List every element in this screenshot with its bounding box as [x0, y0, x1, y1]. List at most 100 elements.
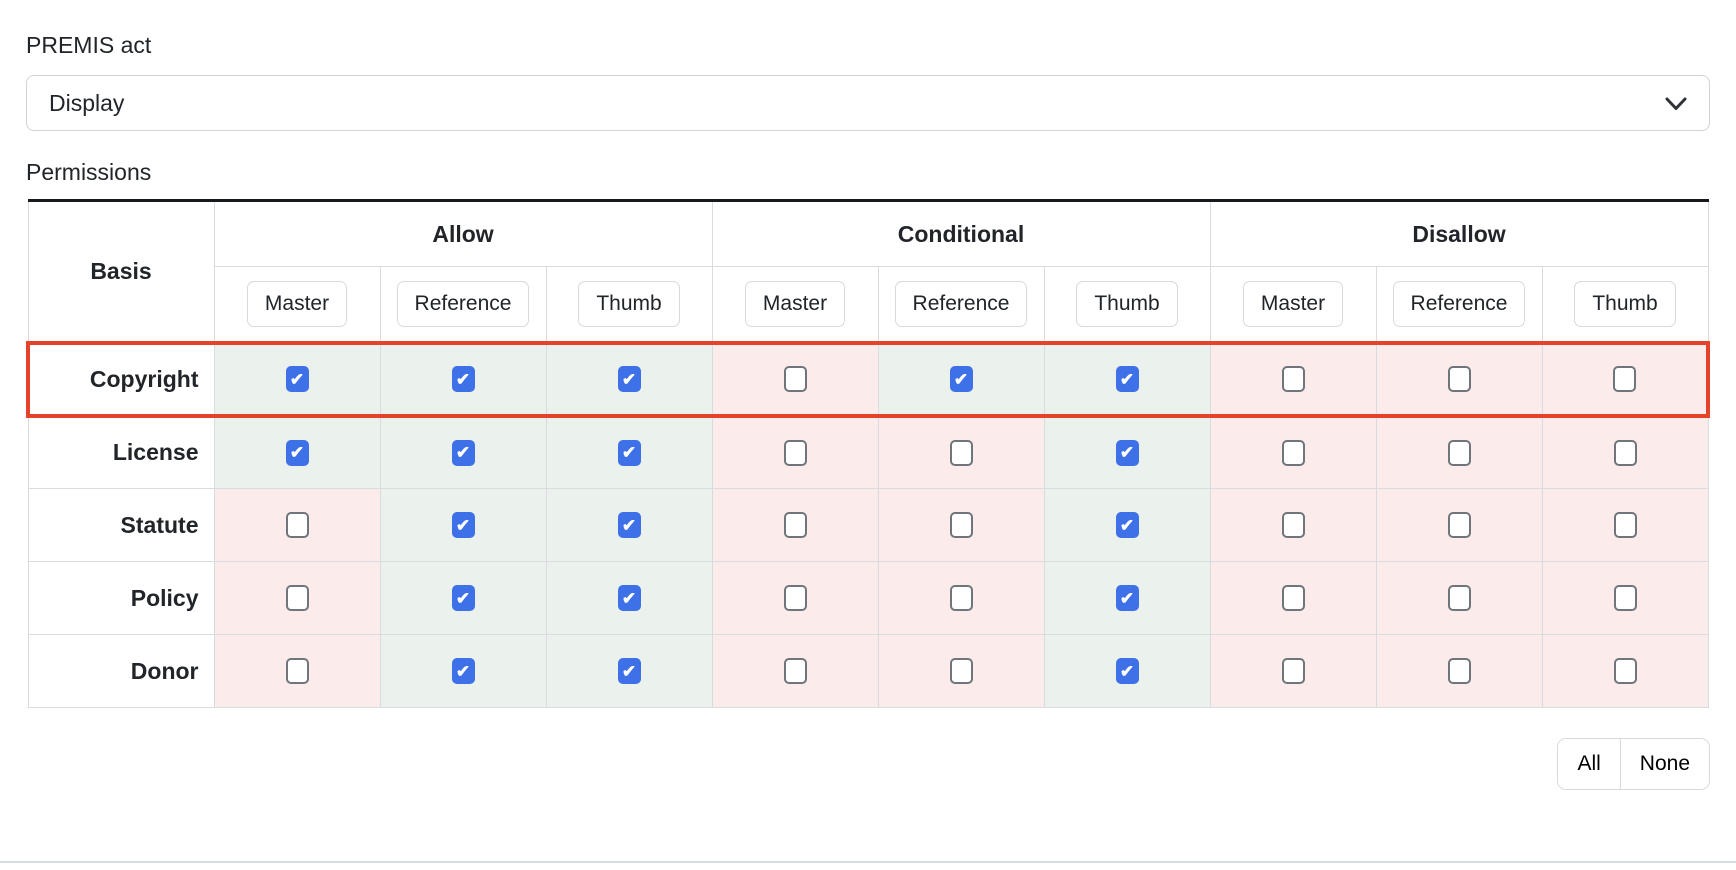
group-header-row: Basis Allow Conditional Disallow — [27, 200, 1709, 343]
column-button-allow-master[interactable]: Master — [246, 280, 348, 327]
chevron-down-icon — [1665, 90, 1687, 117]
column-button-conditional-thumb[interactable]: Thumb — [1076, 280, 1178, 327]
cell-policy-conditional-reference — [877, 561, 1045, 635]
checkbox-statute-disallow-reference[interactable] — [1447, 512, 1471, 538]
checkbox-license-disallow-thumb[interactable] — [1613, 439, 1637, 466]
cell-license-conditional-reference — [877, 415, 1045, 489]
checkbox-policy-disallow-thumb[interactable] — [1613, 585, 1637, 611]
column-button-allow-reference[interactable]: Reference — [396, 280, 530, 327]
checkbox-statute-disallow-master[interactable] — [1281, 512, 1305, 538]
cell-donor-allow-reference: ✔ — [379, 634, 547, 708]
checkbox-copyright-allow-reference[interactable]: ✔ — [451, 366, 475, 392]
checkbox-license-conditional-thumb[interactable]: ✔ — [1115, 439, 1139, 466]
cell-policy-disallow-thumb — [1541, 561, 1709, 635]
subheader-cell-conditional-master: Master — [711, 266, 879, 343]
checkbox-policy-allow-master[interactable] — [285, 585, 309, 611]
checkbox-license-disallow-master[interactable] — [1281, 439, 1305, 466]
checkbox-statute-conditional-master[interactable] — [783, 512, 807, 538]
column-button-allow-thumb[interactable]: Thumb — [578, 280, 680, 327]
checkbox-statute-allow-master[interactable] — [285, 512, 309, 538]
checkbox-license-conditional-master[interactable] — [783, 439, 807, 466]
checkbox-license-disallow-reference[interactable] — [1447, 439, 1471, 466]
checkbox-copyright-conditional-master[interactable] — [783, 366, 807, 392]
checkbox-donor-allow-master[interactable] — [285, 658, 309, 684]
checkbox-donor-disallow-reference[interactable] — [1447, 658, 1471, 684]
cell-donor-allow-thumb: ✔ — [545, 634, 713, 708]
checkbox-donor-disallow-thumb[interactable] — [1613, 658, 1637, 684]
checkbox-license-allow-thumb[interactable]: ✔ — [617, 439, 641, 466]
cell-policy-allow-master — [213, 561, 381, 635]
cell-donor-conditional-reference — [877, 634, 1045, 708]
checkbox-statute-conditional-thumb[interactable]: ✔ — [1115, 512, 1139, 538]
table-row-statute: Statute ✔ ✔ ✔ — [27, 488, 1709, 562]
checkbox-statute-allow-reference[interactable]: ✔ — [451, 512, 475, 538]
cell-license-allow-thumb: ✔ — [545, 415, 713, 489]
subheader-cell-allow-thumb: Thumb — [545, 266, 713, 343]
cell-copyright-allow-reference: ✔ — [379, 340, 547, 418]
cell-license-conditional-master — [711, 415, 879, 489]
checkbox-donor-allow-thumb[interactable]: ✔ — [617, 658, 641, 684]
cell-statute-conditional-master — [711, 488, 879, 562]
cell-policy-allow-reference: ✔ — [379, 561, 547, 635]
checkbox-copyright-disallow-reference[interactable] — [1447, 366, 1471, 392]
cell-copyright-conditional-thumb: ✔ — [1043, 340, 1211, 418]
all-none-button-group: All None — [1557, 738, 1710, 790]
cell-statute-allow-thumb: ✔ — [545, 488, 713, 562]
checkbox-copyright-conditional-thumb[interactable]: ✔ — [1115, 366, 1139, 392]
column-button-conditional-master[interactable]: Master — [744, 280, 846, 327]
subheader-cell-conditional-thumb: Thumb — [1043, 266, 1211, 343]
select-none-button[interactable]: None — [1619, 739, 1709, 789]
checkbox-policy-conditional-thumb[interactable]: ✔ — [1115, 585, 1139, 611]
checkbox-statute-conditional-reference[interactable] — [949, 512, 973, 538]
cell-statute-allow-reference: ✔ — [379, 488, 547, 562]
row-label-license: License — [27, 415, 215, 489]
checkbox-donor-disallow-master[interactable] — [1281, 658, 1305, 684]
cell-policy-conditional-thumb: ✔ — [1043, 561, 1211, 635]
cell-statute-disallow-reference — [1375, 488, 1543, 562]
cell-license-disallow-master — [1209, 415, 1377, 489]
checkbox-policy-allow-reference[interactable]: ✔ — [451, 585, 475, 611]
checkbox-copyright-disallow-master[interactable] — [1281, 366, 1305, 392]
permissions-section-label: Permissions — [26, 159, 152, 185]
checkbox-policy-conditional-reference[interactable] — [949, 585, 973, 611]
checkbox-donor-allow-reference[interactable]: ✔ — [451, 658, 475, 684]
column-button-conditional-reference[interactable]: Reference — [894, 280, 1028, 327]
checkbox-license-conditional-reference[interactable] — [949, 439, 973, 466]
column-button-disallow-thumb[interactable]: Thumb — [1574, 280, 1676, 327]
cell-statute-conditional-thumb: ✔ — [1043, 488, 1211, 562]
row-label-copyright: Copyright — [26, 340, 215, 418]
checkbox-license-allow-master[interactable]: ✔ — [285, 439, 309, 466]
checkbox-donor-conditional-reference[interactable] — [949, 658, 973, 684]
subheader-cell-disallow-reference: Reference — [1375, 266, 1543, 343]
column-button-disallow-master[interactable]: Master — [1242, 280, 1344, 327]
checkbox-policy-disallow-master[interactable] — [1281, 585, 1305, 611]
subheader-cell-allow-reference: Reference — [379, 266, 547, 343]
cell-policy-disallow-master — [1209, 561, 1377, 635]
checkbox-copyright-disallow-thumb[interactable] — [1612, 366, 1636, 392]
checkbox-policy-allow-thumb[interactable]: ✔ — [617, 585, 641, 611]
cell-policy-disallow-reference — [1375, 561, 1543, 635]
premis-act-select[interactable]: Display — [26, 75, 1710, 131]
checkbox-donor-conditional-thumb[interactable]: ✔ — [1115, 658, 1139, 684]
cell-policy-conditional-master — [711, 561, 879, 635]
checkbox-policy-conditional-master[interactable] — [783, 585, 807, 611]
select-all-button[interactable]: All — [1558, 739, 1620, 789]
checkbox-license-allow-reference[interactable]: ✔ — [451, 439, 475, 466]
cell-statute-allow-master — [213, 488, 381, 562]
cell-statute-conditional-reference — [877, 488, 1045, 562]
column-button-disallow-reference[interactable]: Reference — [1392, 280, 1526, 327]
checkbox-copyright-conditional-reference[interactable]: ✔ — [949, 366, 973, 392]
checkbox-statute-disallow-thumb[interactable] — [1613, 512, 1637, 538]
cell-copyright-conditional-reference: ✔ — [877, 340, 1045, 418]
checkbox-policy-disallow-reference[interactable] — [1447, 585, 1471, 611]
subheader-cell-conditional-reference: Reference — [877, 266, 1045, 343]
table-row-donor: Donor ✔ ✔ ✔ — [27, 634, 1709, 708]
checkbox-copyright-allow-thumb[interactable]: ✔ — [617, 366, 641, 392]
cell-copyright-allow-thumb: ✔ — [545, 340, 713, 418]
checkbox-statute-allow-thumb[interactable]: ✔ — [617, 512, 641, 538]
checkbox-copyright-allow-master[interactable]: ✔ — [285, 366, 309, 392]
cell-license-disallow-reference — [1375, 415, 1543, 489]
subheader-row: Master Reference Thumb Master Reference Thumb… — [28, 266, 1709, 343]
cell-donor-disallow-thumb — [1541, 634, 1709, 708]
checkbox-donor-conditional-master[interactable] — [783, 658, 807, 684]
